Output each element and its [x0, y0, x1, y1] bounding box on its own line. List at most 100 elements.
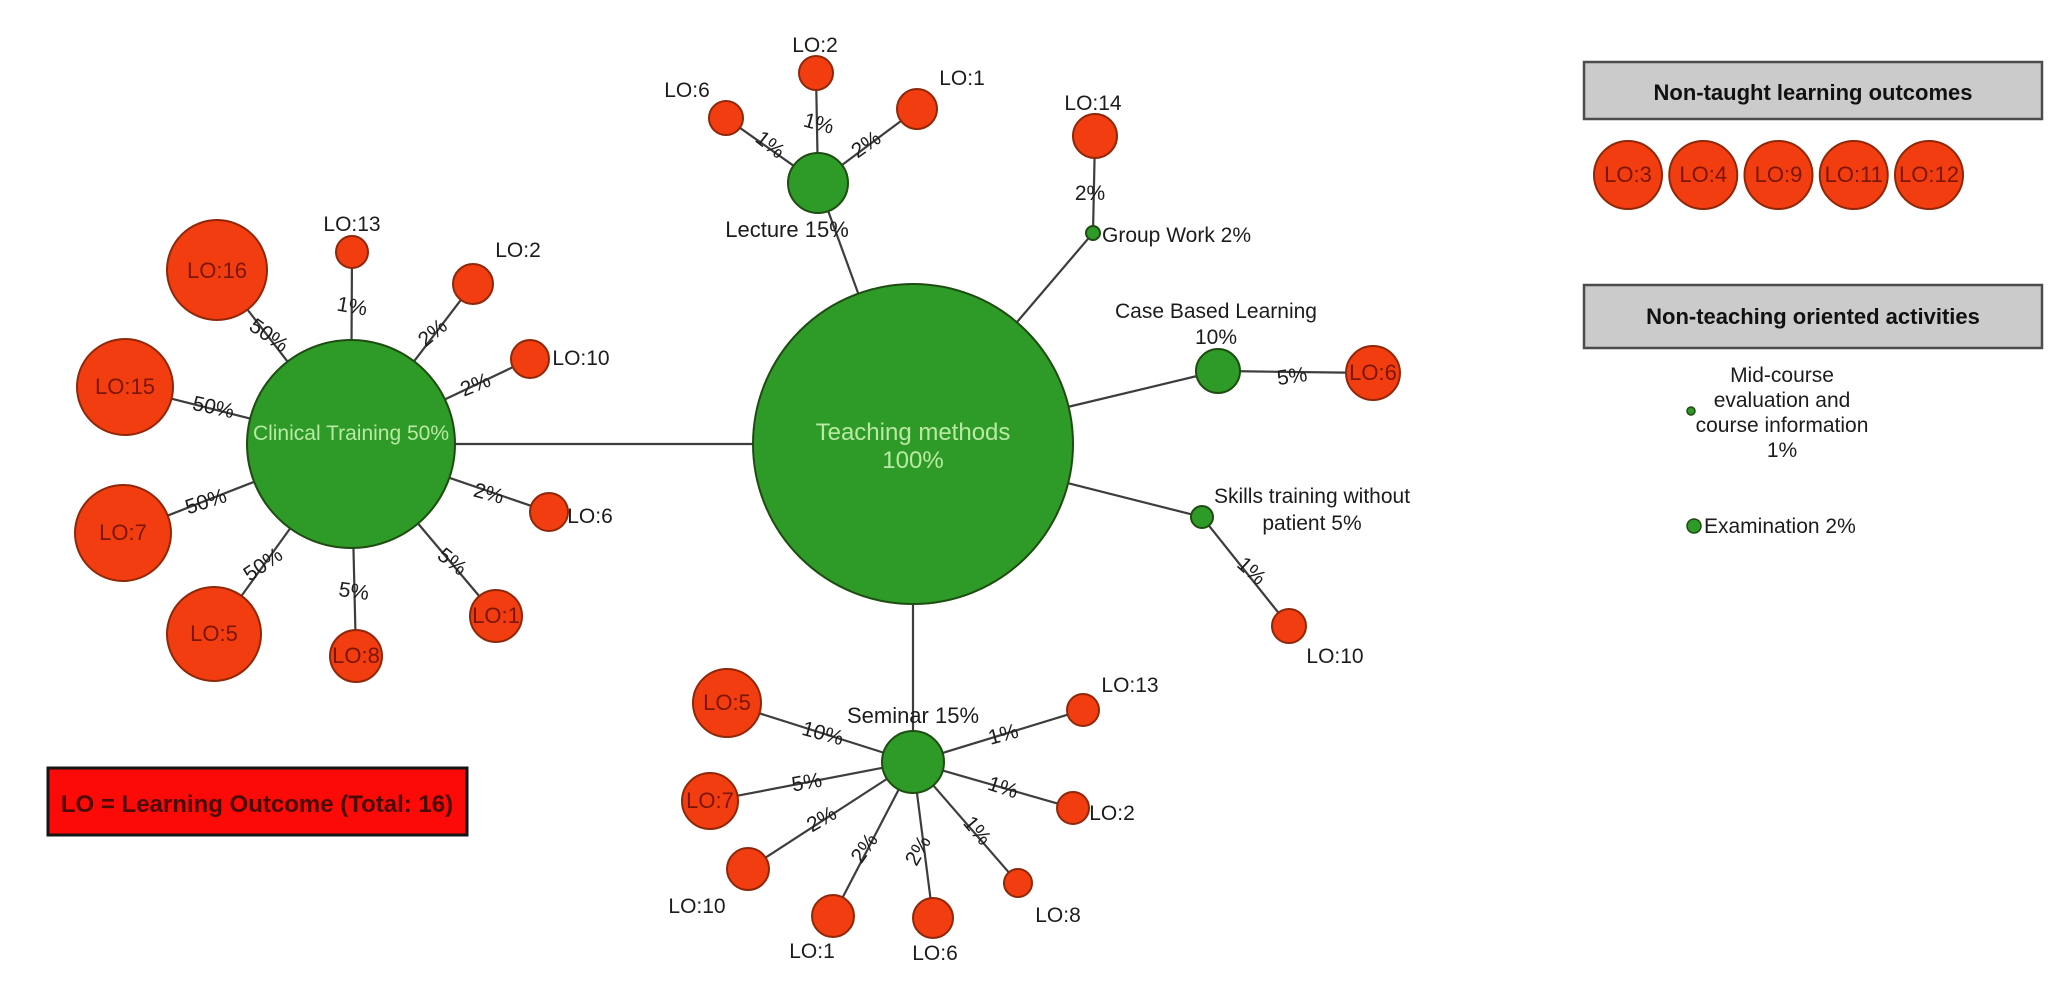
node-label-gw-lo14: LO:14 [1064, 92, 1122, 115]
edge-lecture-le-lo6 [739, 126, 795, 167]
non-taught-outcome-circles: LO:3 LO:4 LO:9 LO:11 LO:12 [1593, 140, 1964, 210]
edge-weight-label: 2% [803, 802, 841, 837]
outcome-node-c-lo15 [76, 338, 174, 436]
activity-node-seminar [881, 730, 945, 794]
edge-weight-label: 5% [337, 578, 370, 605]
edge-weight-label: 1% [986, 720, 1021, 750]
node-label-cbl: 10% [1195, 326, 1237, 349]
legend-non-taught: Non-taught learning outcomes LO:3 LO:4 LO:… [1582, 60, 2044, 210]
outcome-node-cb-lo6 [1345, 345, 1401, 401]
edge-teaching-skills [1067, 482, 1192, 516]
non-taught-outcome-label: LO:4 [1679, 162, 1727, 187]
nodes-layer [74, 55, 1401, 939]
non-taught-outcome-circle [1593, 140, 1663, 210]
outcome-node-c-lo16 [166, 219, 268, 321]
activity-node-skills [1190, 505, 1214, 529]
mid-course-dot [1686, 406, 1696, 416]
node-label-se-lo10: LO:10 [668, 895, 725, 918]
outcome-node-c-lo10 [510, 339, 550, 379]
node-label-c-lo16: LO:16 [187, 258, 247, 283]
node-label-sk-lo10: LO:10 [1306, 645, 1363, 668]
outcome-node-se-lo6 [912, 897, 954, 939]
edge-weight-label: 50% [190, 392, 236, 423]
edge-weight-label: 1% [1232, 552, 1270, 589]
outcome-node-se-lo2 [1056, 791, 1090, 825]
node-label-se-lo13: LO:13 [1101, 674, 1158, 697]
node-label-c-lo6: LO:6 [567, 505, 613, 528]
node-label-skills: patient 5% [1262, 512, 1361, 535]
edge-groupwork-gw-lo14 [1092, 157, 1096, 227]
outcome-node-se-lo13 [1066, 693, 1100, 727]
outcome-node-c-lo5 [166, 586, 262, 682]
edge-weight-label: 5% [790, 769, 824, 797]
outcome-node-se-lo5 [692, 668, 762, 738]
outcome-node-sk-lo10 [1271, 608, 1307, 644]
non-taught-outcome-label: LO:9 [1755, 162, 1803, 187]
mid-course-label-line: Mid-course [1730, 364, 1834, 387]
mid-course-label-line: evaluation and [1714, 389, 1851, 412]
edge-teaching-lecture [827, 210, 860, 295]
node-label-c-lo13: LO:13 [323, 213, 380, 236]
edge-seminar-se-lo7 [737, 766, 883, 797]
outcome-node-gw-lo14 [1072, 113, 1118, 159]
node-label-c-lo5: LO:5 [190, 621, 238, 646]
lo-note-box [46, 766, 469, 837]
edge-seminar-se-lo5 [759, 712, 884, 754]
non-taught-outcome-label: LO:11 [1825, 162, 1883, 187]
edge-weight-label: 50% [182, 484, 229, 519]
edge-clinical-c-lo7 [167, 480, 255, 517]
edge-weight-label: 2% [457, 369, 494, 402]
examination-dot [1686, 518, 1702, 534]
activity-node-groupwork [1085, 225, 1101, 241]
edge-weight-label: 10% [799, 717, 846, 750]
lo-note-text: LO = Learning Outcome (Total: 16) [61, 791, 453, 818]
edge-clinical-c-lo5 [240, 527, 292, 597]
non-teaching-title: Non-teaching oriented activities [1646, 304, 1980, 329]
edge-weight-label: 2% [847, 829, 883, 867]
node-label-teaching: 100% [882, 447, 943, 474]
edge-seminar-se-lo13 [942, 713, 1069, 754]
node-label-groupwork: Group Work 2% [1102, 224, 1251, 247]
node-label-clinical: Clinical Training 50% [253, 422, 449, 445]
edge-weight-label: 2% [901, 832, 936, 870]
activity-node-cbl [1195, 348, 1241, 394]
node-label-cb-lo6: LO:6 [1349, 360, 1397, 385]
node-label-se-lo5: LO:5 [703, 690, 751, 715]
edge-lecture-le-lo1 [841, 120, 902, 166]
non-taught-outcome-label: LO:3 [1604, 162, 1652, 187]
non-taught-header-box [1582, 60, 2044, 121]
outcome-node-c-lo13 [335, 235, 369, 269]
edge-weight-label: 5% [1275, 363, 1308, 390]
node-label-c-lo8: LO:8 [332, 643, 380, 668]
outcome-node-le-lo6 [708, 100, 744, 136]
legend-non-teaching: Non-teaching oriented activities Mid-cou… [1582, 283, 2044, 538]
edge-seminar-se-lo10 [765, 777, 888, 859]
edge-seminar-se-lo1 [841, 789, 900, 898]
node-label-se-lo7: LO:7 [686, 788, 734, 813]
outcome-node-se-lo10 [726, 847, 770, 891]
outcome-node-c-lo7 [74, 484, 172, 582]
edge-cbl-cb-lo6 [1239, 370, 1347, 374]
edge-weight-label: 2% [471, 479, 506, 509]
outcome-node-se-lo8 [1003, 868, 1033, 898]
node-label-le-lo6: LO:6 [664, 79, 710, 102]
node-label-c-lo1: LO:1 [472, 603, 520, 628]
outcome-node-le-lo2 [798, 55, 834, 91]
outcome-node-c-lo6 [529, 492, 569, 532]
outcome-node-se-lo7 [681, 772, 739, 830]
node-label-cbl: Case Based Learning [1115, 300, 1317, 323]
node-label-se-lo8: LO:8 [1035, 904, 1081, 927]
edge-seminar-se-lo2 [942, 769, 1058, 805]
edge-skills-sk-lo10 [1208, 524, 1280, 614]
node-label-skills: Skills training without [1214, 485, 1410, 508]
non-taught-title: Non-taught learning outcomes [1654, 80, 1973, 105]
activity-node-lecture [787, 152, 849, 214]
outcome-node-c-lo8 [329, 629, 383, 683]
node-label-teaching: Teaching methods [816, 419, 1011, 446]
edge-teaching-groupwork [1016, 237, 1090, 323]
node-label-lecture: Lecture 15% [725, 217, 849, 242]
